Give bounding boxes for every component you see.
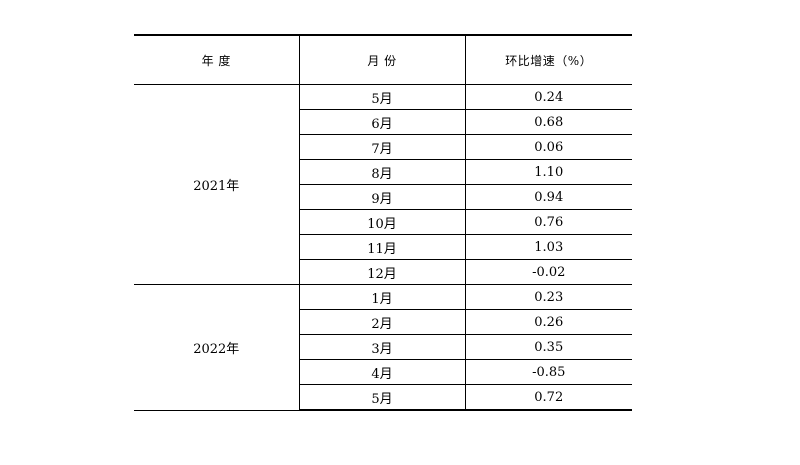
table-row: 7月 0.06 <box>134 134 632 160</box>
rate-cell: 0.24 <box>464 84 632 110</box>
rate-cell: -0.02 <box>464 259 632 285</box>
month-cell: 5月 <box>298 84 465 110</box>
header-rate: 环比增速（%） <box>464 34 632 85</box>
table-row: 3月 0.35 <box>134 334 632 360</box>
table-row: 9月 0.94 <box>134 184 632 210</box>
rate-cell: 0.35 <box>464 334 632 360</box>
rate-cell: 0.72 <box>464 384 632 411</box>
header-month: 月 份 <box>298 34 465 85</box>
table-row: 5月 0.72 <box>134 384 632 411</box>
year-cell: 2022年 <box>134 284 299 411</box>
rate-cell: 0.06 <box>464 134 632 160</box>
header-year: 年 度 <box>134 34 299 85</box>
month-cell: 2月 <box>298 309 465 335</box>
month-cell: 12月 <box>298 259 465 285</box>
month-cell: 7月 <box>298 134 465 160</box>
rate-cell: -0.85 <box>464 359 632 385</box>
table-row: 2022年 1月 0.23 <box>134 284 632 411</box>
year-cell: 2021年 <box>134 84 299 285</box>
table-row: 2月 0.26 <box>134 309 632 335</box>
month-cell: 6月 <box>298 109 465 135</box>
table-row: 4月 -0.85 <box>134 359 632 385</box>
growth-rate-table: 年 度 月 份 环比增速（%） 2021年 5月 0.24 6月 0.68 7月… <box>134 34 632 411</box>
table-row: 6月 0.68 <box>134 109 632 135</box>
table-row: 2021年 5月 0.24 <box>134 84 632 285</box>
header-row: 年 度 月 份 环比增速（%） <box>134 34 632 85</box>
rate-cell: 0.26 <box>464 309 632 335</box>
rate-cell: 0.23 <box>464 284 632 310</box>
month-cell: 11月 <box>298 234 465 260</box>
month-cell: 8月 <box>298 159 465 185</box>
month-cell: 3月 <box>298 334 465 360</box>
month-cell: 10月 <box>298 209 465 235</box>
rate-cell: 1.03 <box>464 234 632 260</box>
month-cell: 5月 <box>298 384 465 411</box>
month-cell: 4月 <box>298 359 465 385</box>
table-row: 10月 0.76 <box>134 209 632 235</box>
rate-cell: 1.10 <box>464 159 632 185</box>
month-cell: 1月 <box>298 284 465 310</box>
rate-cell: 0.94 <box>464 184 632 210</box>
table-row: 11月 1.03 <box>134 234 632 260</box>
rate-cell: 0.68 <box>464 109 632 135</box>
table-row: 12月 -0.02 <box>134 259 632 285</box>
month-cell: 9月 <box>298 184 465 210</box>
table-row: 8月 1.10 <box>134 159 632 185</box>
rate-cell: 0.76 <box>464 209 632 235</box>
